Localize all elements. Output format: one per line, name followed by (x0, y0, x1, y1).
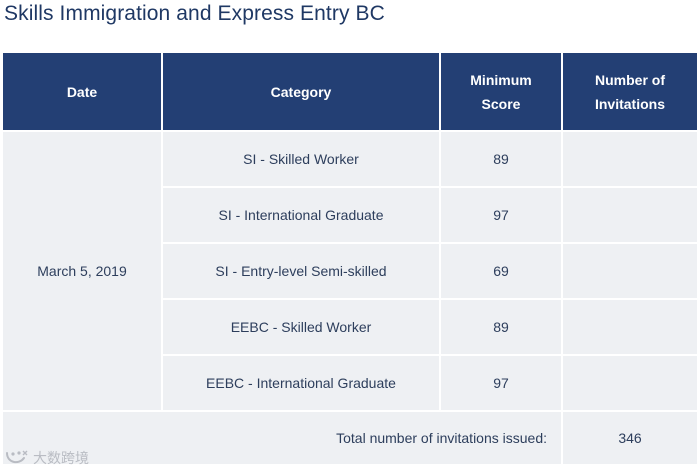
min-score-cell: 97 (440, 187, 563, 244)
header-date: Date (3, 53, 163, 132)
draw-date-cell: March 5, 2019 (3, 131, 163, 412)
min-score-cell: 69 (440, 243, 563, 300)
table-row: SI - Entry-level Semi-skilled 69 (3, 243, 699, 300)
category-cell: EEBC - Skilled Worker (162, 299, 441, 356)
header-minimum-score-line2: Score (481, 95, 521, 112)
header-date-label: Date (66, 83, 98, 100)
header-category-label: Category (270, 83, 332, 100)
invitations-cell (562, 187, 699, 244)
category-cell: SI - Entry-level Semi-skilled (162, 243, 441, 300)
header-invitations-line1: Number of (595, 71, 665, 88)
header-minimum-score-line1: Minimum (470, 71, 532, 88)
total-row: Total number of invitations issued: 346 (3, 411, 699, 466)
table-header-row: Date Category Minimum Score Number of In… (3, 53, 699, 132)
watermark: 大数跨境 (4, 448, 89, 468)
total-value: 346 (562, 411, 699, 466)
header-category: Category (162, 53, 441, 132)
table-row: EEBC - Skilled Worker 89 (3, 299, 699, 356)
invitations-cell (562, 299, 699, 356)
category-cell: SI - International Graduate (162, 187, 441, 244)
min-score-cell: 89 (440, 299, 563, 356)
page-title: Skills Immigration and Express Entry BC (4, 2, 385, 25)
invitations-cell (562, 355, 699, 412)
table-row: EEBC - International Graduate 97 (3, 355, 699, 412)
header-number-of-invitations: Number of Invitations (562, 53, 699, 132)
invitations-cell (562, 243, 699, 300)
category-cell: EEBC - International Graduate (162, 355, 441, 412)
invitations-cell (562, 131, 699, 188)
invitation-draw-table: Date Category Minimum Score Number of In… (3, 53, 699, 466)
header-minimum-score: Minimum Score (440, 53, 563, 132)
min-score-cell: 97 (440, 355, 563, 412)
table-row: SI - International Graduate 97 (3, 187, 699, 244)
table-row: March 5, 2019 SI - Skilled Worker 89 (3, 131, 699, 412)
header-invitations-line2: Invitations (594, 95, 665, 112)
watermark-text: 大数跨境 (33, 450, 89, 466)
smile-logo-icon (4, 449, 30, 467)
category-cell: SI - Skilled Worker (162, 131, 441, 188)
draw-date: March 5, 2019 (37, 263, 127, 279)
min-score-cell: 89 (440, 131, 563, 188)
total-label: Total number of invitations issued: (3, 411, 563, 466)
